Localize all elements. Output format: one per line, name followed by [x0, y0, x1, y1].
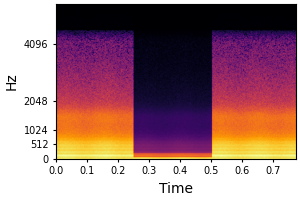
X-axis label: Time: Time: [159, 182, 193, 196]
Y-axis label: Hz: Hz: [4, 73, 18, 90]
